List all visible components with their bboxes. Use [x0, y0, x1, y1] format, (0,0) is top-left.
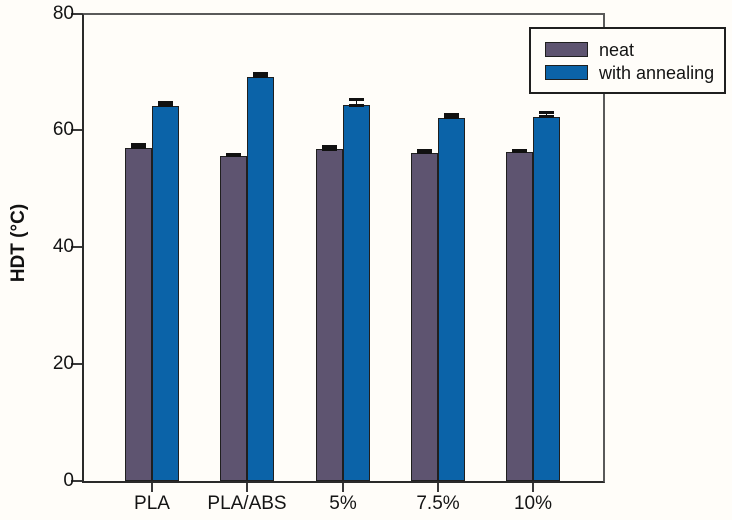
y-tick-label-80: 80 — [52, 2, 74, 24]
error-bar-neat-5-cap-top — [322, 144, 337, 148]
error-bar-with-annealing-pla-abs-cap-bottom — [253, 75, 268, 79]
bar-with-annealing-7-5 — [438, 117, 465, 481]
bar-neat-10 — [506, 151, 533, 481]
y-tick-label-20: 20 — [52, 353, 74, 375]
error-bar-neat-pla-abs-cap-bottom — [226, 154, 241, 157]
error-bar-neat-pla-cap-top — [131, 142, 146, 146]
x-tick-pla — [151, 483, 153, 492]
plot-area — [82, 13, 605, 483]
error-bar-with-annealing-pla-abs-cap-top — [253, 72, 268, 76]
y-tick-label-0: 0 — [63, 470, 74, 491]
error-bar-neat-7-5-cap-top — [417, 149, 432, 153]
legend-swatch-with-annealing-icon — [545, 65, 588, 80]
error-bar-neat-pla-cap-bottom — [131, 146, 146, 150]
error-bar-with-annealing-10-cap-bottom — [539, 115, 554, 119]
error-bar-neat-7-5-cap-bottom — [417, 151, 432, 155]
error-bar-with-annealing-5-cap-top — [349, 98, 364, 102]
y-tick-60 — [71, 129, 82, 132]
y-tick-40 — [71, 246, 82, 249]
error-bar-with-annealing-pla-cap-top — [158, 101, 173, 105]
error-bar-with-annealing-10-cap-top — [539, 111, 554, 115]
legend-swatch-neat-icon — [545, 42, 588, 57]
error-bar-neat-10-cap-bottom — [512, 150, 527, 154]
legend-label-neat: neat — [599, 39, 635, 60]
legend-row-neat: neat — [545, 38, 724, 61]
error-bar-neat-pla-whisker — [137, 144, 140, 148]
bar-with-annealing-5 — [343, 105, 370, 481]
y-tick-80 — [71, 12, 82, 15]
x-tick-label-10: 10% — [513, 493, 553, 514]
error-bar-with-annealing-5-whisker — [355, 99, 358, 106]
legend: neat with annealing — [529, 27, 726, 94]
x-tick-label-pla-abs: PLA/ABS — [207, 493, 287, 514]
error-bar-with-annealing-pla-cap-bottom — [158, 104, 173, 108]
y-tick-20 — [71, 363, 82, 366]
x-tick-10 — [532, 483, 534, 492]
error-bar-neat-5-cap-bottom — [322, 147, 337, 151]
x-tick-label-pla: PLA — [134, 493, 170, 514]
x-tick-pla-abs — [246, 483, 248, 492]
error-bar-with-annealing-7-5-cap-bottom — [444, 116, 459, 120]
error-bar-with-annealing-5-cap-bottom — [349, 103, 364, 107]
bar-neat-7-5 — [411, 152, 438, 481]
x-tick-7-5 — [437, 483, 439, 492]
y-tick-label-60: 60 — [52, 119, 74, 141]
error-bar-with-annealing-10-whisker — [545, 112, 548, 117]
x-tick-label-5: 5% — [329, 493, 357, 514]
bar-neat-pla — [125, 147, 152, 481]
bar-with-annealing-pla-abs — [247, 76, 274, 481]
bar-with-annealing-10 — [533, 116, 560, 481]
legend-row-with-annealing: with annealing — [545, 61, 724, 84]
bar-neat-pla-abs — [220, 155, 247, 481]
legend-label-with-annealing: with annealing — [599, 62, 715, 83]
y-tick-0 — [71, 480, 82, 482]
bar-with-annealing-pla — [152, 105, 179, 481]
bar-neat-5 — [316, 149, 343, 481]
x-tick-label-7-5: 7.5% — [416, 493, 460, 514]
x-tick-5 — [342, 483, 344, 492]
error-bar-with-annealing-7-5-cap-top — [444, 113, 459, 117]
y-tick-label-40: 40 — [52, 236, 74, 258]
error-bar-neat-10-cap-top — [512, 148, 527, 152]
